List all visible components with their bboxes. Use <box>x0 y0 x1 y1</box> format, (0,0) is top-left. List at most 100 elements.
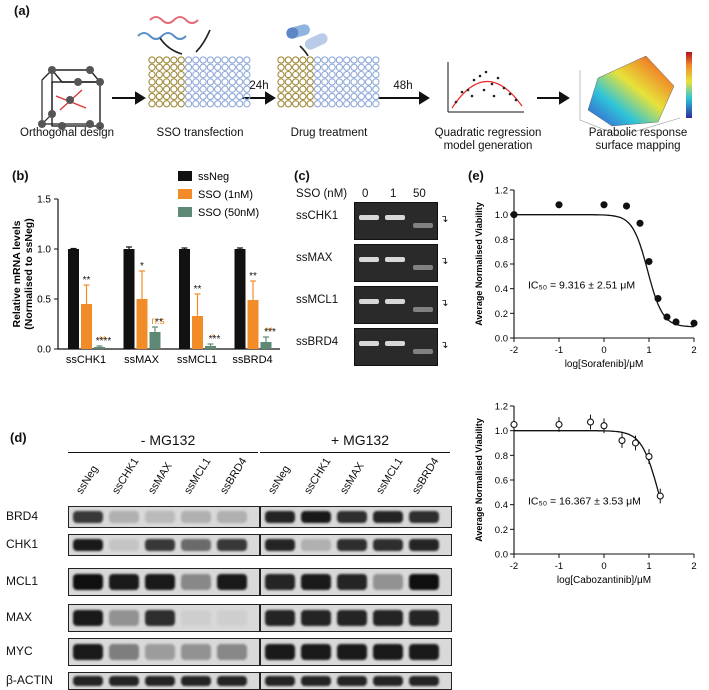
well-plate-drug <box>277 56 380 108</box>
y-tick-label: 0.0 <box>37 345 51 356</box>
significance-label-orange: * <box>212 333 216 344</box>
blot-strip <box>68 638 260 666</box>
panel-a-label: (a) <box>14 3 30 18</box>
y-tick-label: 1.5 <box>37 195 51 206</box>
blot-band <box>337 574 367 590</box>
blot-band <box>109 511 139 523</box>
blot-band <box>301 539 331 551</box>
data-point <box>645 453 653 461</box>
y-tick-label: 0.4 <box>495 284 508 295</box>
blot-band <box>217 511 247 523</box>
blot-band <box>181 676 211 686</box>
lane-label: ssMAX <box>146 460 175 497</box>
mrna-bar-chart: 0.0 0.5 1.0 1.5 Relative mRNA levels (Normali… <box>11 171 280 365</box>
blot-strip <box>260 672 452 690</box>
x-tick-label: 1 <box>646 561 651 572</box>
time-48h: 48h <box>393 80 413 92</box>
blot-strip <box>68 568 260 596</box>
y-axis-label: Average Normalised Viability <box>474 418 484 542</box>
category-label: ssCHK1 <box>66 354 106 365</box>
gel-row-label: ssBRD4 <box>296 336 339 348</box>
legend-label: SSO (50nM) <box>198 207 259 219</box>
treatment-group-label: + MG132 <box>331 432 389 448</box>
sso-strand-icon <box>149 16 199 24</box>
bar <box>205 346 216 349</box>
workflow-diagram <box>38 16 692 137</box>
data-point <box>656 492 664 500</box>
legend-swatch <box>178 189 192 199</box>
blot-band <box>181 644 211 660</box>
blot-band <box>409 610 439 626</box>
blot-band <box>265 644 295 660</box>
blot-band <box>265 676 295 686</box>
x-axis-label: log[Sorafenib]/μM <box>565 359 644 370</box>
step-drug-treatment: Drug treatment <box>290 127 368 139</box>
gel-image <box>354 244 438 282</box>
y-tick-label: 1.0 <box>37 245 51 256</box>
gel-conc-2: 50 <box>413 188 426 200</box>
blot-strip <box>68 604 260 632</box>
blot-band <box>373 644 403 660</box>
y-tick-label: 0.2 <box>495 309 508 320</box>
western-blot-panel: - MG132 ssNeg ssCHK1 ssMAX ssMCL1 ssBRD4 + MG1… <box>0 428 470 690</box>
blot-band <box>217 644 247 660</box>
blot-band <box>109 574 139 590</box>
sorafenib-curve: 0.0 0.2 0.4 0.6 0.8 1.0 1.2 -2 -1 0 1 2 log[Sorafeni… <box>474 186 698 370</box>
blot-band <box>337 539 367 551</box>
blot-band <box>337 610 367 626</box>
data-point <box>586 418 595 426</box>
significance-label: *** <box>209 334 221 345</box>
panel-b-label: (b) <box>12 168 29 183</box>
step-orthogonal-design: Orthogonal design <box>20 127 114 139</box>
gel-image <box>354 328 438 366</box>
x-tick-label: -1 <box>555 345 563 356</box>
blot-band <box>373 539 403 551</box>
y-tick-label: 0.5 <box>37 295 51 306</box>
data-point <box>636 219 644 227</box>
x-tick-label: 1 <box>646 345 651 356</box>
y-tick-label: 0.6 <box>495 260 508 271</box>
treatment-group-label: - MG132 <box>140 432 196 448</box>
data-point <box>555 201 563 209</box>
blot-strip <box>260 506 452 528</box>
legend-label: ssNeg <box>198 171 229 183</box>
gel-row-label: ssMAX <box>296 252 333 264</box>
gel-conc-1: 1 <box>390 188 397 200</box>
y-tick-label: 0.2 <box>495 525 508 536</box>
category-label: ssMAX <box>124 354 160 365</box>
blot-band <box>301 511 331 523</box>
lane-label: ssBRD4 <box>218 455 250 497</box>
bar <box>68 249 79 349</box>
blot-band <box>265 574 295 590</box>
blot-band <box>373 511 403 523</box>
blot-band <box>145 676 175 686</box>
data-point <box>510 211 518 219</box>
blot-band <box>409 511 439 523</box>
group-divider <box>68 452 258 453</box>
gel-row-label: ssMCL1 <box>296 294 339 306</box>
blot-band <box>217 539 247 551</box>
category-label: ssBRD4 <box>232 354 272 365</box>
blot-band <box>217 676 247 686</box>
x-axis-label: log[Cabozantinib]/μM <box>557 575 651 586</box>
x-tick-label: 0 <box>601 561 606 572</box>
cube-icon <box>38 66 104 130</box>
gel-title: SSO (nM) <box>296 188 348 200</box>
protein-label: CHK1 <box>6 537 39 551</box>
blot-strip <box>68 672 260 690</box>
protein-label: β-ACTIN <box>6 673 53 687</box>
data-point <box>690 319 698 327</box>
lane-label: ssNeg <box>74 463 101 497</box>
blot-band <box>181 574 211 590</box>
blot-band <box>337 511 367 523</box>
y-tick-label: 1.2 <box>495 186 508 197</box>
ic50-annotation: IC₅₀ = 9.316 ± 2.51 μM <box>528 280 635 292</box>
splice-arrow-icon: ↴ <box>440 214 449 225</box>
y-tick-label: 0.4 <box>495 500 508 511</box>
step-sso-transfection: SSO transfection <box>156 127 244 139</box>
protein-label: MCL1 <box>6 574 39 588</box>
protein-label: MYC <box>6 644 33 658</box>
blot-strip <box>68 506 260 528</box>
data-point <box>555 420 563 429</box>
response-surface-plot <box>579 52 692 137</box>
